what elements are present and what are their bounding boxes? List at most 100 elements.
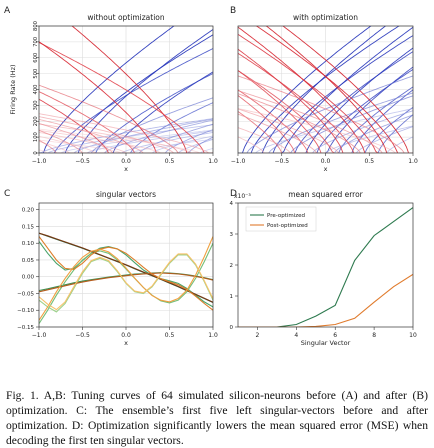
tuning-curve-24 xyxy=(39,42,213,153)
y-tick-label: 0 xyxy=(230,325,234,331)
tuning-curve-30 xyxy=(238,70,413,153)
tuning-curve-37 xyxy=(39,140,213,153)
plot-area xyxy=(238,26,413,153)
tuning-curve-33 xyxy=(39,131,213,153)
tuning-curve-27 xyxy=(39,98,213,153)
x-tick-label: 2 xyxy=(256,332,260,339)
axis-exponent-label: x10⁻³ xyxy=(234,193,251,200)
panel-label: A xyxy=(4,6,11,16)
tuning-curve-8 xyxy=(238,69,413,153)
plot-area xyxy=(39,26,213,153)
tuning-curve-25 xyxy=(39,41,213,153)
y-tick-label: 400 xyxy=(33,85,39,95)
tuning-curve-39 xyxy=(238,113,413,153)
x-tick-label: −1.0 xyxy=(231,158,246,165)
x-tick-label: 1.0 xyxy=(408,158,418,165)
panel-label: C xyxy=(4,189,10,199)
y-tick-label: 2 xyxy=(230,263,234,269)
tuning-curve-29 xyxy=(39,123,213,153)
y-axis-label: Firing Rate (Hz) xyxy=(9,64,17,114)
tuning-curve-23 xyxy=(71,26,213,153)
plot-area xyxy=(39,232,213,324)
y-tick-label: 4 xyxy=(230,201,234,207)
tuning-curve-18 xyxy=(238,114,413,153)
x-tick-label: 10 xyxy=(409,332,417,339)
tuning-curve-26 xyxy=(238,34,413,153)
y-tick-label: 700 xyxy=(33,37,39,47)
tuning-curve-36 xyxy=(238,90,413,153)
tuning-curve-40 xyxy=(39,139,213,153)
y-tick-label: 300 xyxy=(33,100,39,110)
legend-box xyxy=(245,206,317,232)
tuning-curve-35 xyxy=(238,75,413,153)
panel-label: D xyxy=(230,189,237,199)
x-tick-label: 0.0 xyxy=(121,158,131,165)
tuning-curve-19 xyxy=(238,126,413,153)
tuning-curve-26 xyxy=(39,91,213,153)
y-tick-label: 200 xyxy=(33,116,39,126)
tuning-curve-19 xyxy=(39,129,213,153)
tuning-curve-15 xyxy=(39,135,213,153)
tuning-curve-28 xyxy=(39,113,213,153)
tuning-curve-7 xyxy=(238,47,413,153)
tuning-curve-32 xyxy=(238,89,413,153)
singular-vector-post-4 xyxy=(39,236,213,321)
x-tick-label: 0.5 xyxy=(364,158,374,165)
tuning-curve-1 xyxy=(39,26,175,153)
x-axis-label: x xyxy=(324,165,328,173)
tuning-curve-7 xyxy=(39,102,213,153)
singular-vector-post-1 xyxy=(39,232,213,303)
tuning-curve-4 xyxy=(39,29,213,153)
x-tick-label: 0.0 xyxy=(321,158,331,165)
tuning-curve-33 xyxy=(238,95,413,153)
panel-title: singular vectors xyxy=(96,190,156,199)
x-axis-label: Singular Vector xyxy=(301,339,351,347)
x-axis-label: x xyxy=(124,339,128,347)
x-tick-label: 4 xyxy=(294,332,298,339)
tuning-curve-30 xyxy=(39,116,213,153)
x-axis-label: x xyxy=(124,165,128,173)
tuning-curve-29 xyxy=(238,48,413,153)
y-tick-label: −0.05 xyxy=(17,291,34,297)
x-tick-label: 1.0 xyxy=(208,332,218,339)
tuning-curve-12 xyxy=(238,107,413,153)
tuning-curve-11 xyxy=(238,89,413,153)
tuning-curve-9 xyxy=(238,66,413,153)
panel-title: mean squared error xyxy=(288,190,363,199)
tuning-curve-42 xyxy=(238,108,413,153)
tuning-curve-40 xyxy=(238,127,413,153)
panel-label: B xyxy=(230,6,236,16)
tuning-curve-36 xyxy=(39,129,213,153)
singular-vector-pre-4 xyxy=(39,242,213,324)
tuning-curve-39 xyxy=(39,128,213,153)
tuning-curve-5 xyxy=(39,73,213,153)
y-tick-label: 600 xyxy=(33,53,39,63)
tuning-curve-10 xyxy=(238,86,413,153)
tuning-curve-6 xyxy=(39,71,213,153)
y-tick-label: 500 xyxy=(33,69,39,79)
panel-title: without optimization xyxy=(87,13,164,22)
x-tick-label: −1.0 xyxy=(32,158,47,165)
legend: Pre-optimized Post-optimized xyxy=(245,206,317,232)
tuning-curve-1 xyxy=(238,26,372,153)
singular-vector-post-2 xyxy=(39,272,213,293)
y-tick-label: 1 xyxy=(230,294,234,300)
tuning-curve-13 xyxy=(39,131,213,153)
plot-area xyxy=(238,207,413,327)
tuning-curve-38 xyxy=(238,108,413,153)
tuning-curve-3 xyxy=(39,48,213,153)
tuning-curve-16 xyxy=(238,95,413,153)
singular-vector-pre-3 xyxy=(39,241,213,308)
tuning-curve-8 xyxy=(39,118,213,153)
tuning-curve-13 xyxy=(238,114,413,153)
x-tick-label: −0.5 xyxy=(75,332,90,339)
series-pre-optimized xyxy=(238,207,413,327)
y-tick-label: 0.20 xyxy=(22,208,35,214)
figure-caption: Fig. 1. A,B: Tuning curves of 64 simulat… xyxy=(6,388,428,447)
tuning-curve-28 xyxy=(238,52,413,153)
tuning-curve-22 xyxy=(39,97,213,153)
y-tick-label: 0.15 xyxy=(22,224,35,230)
